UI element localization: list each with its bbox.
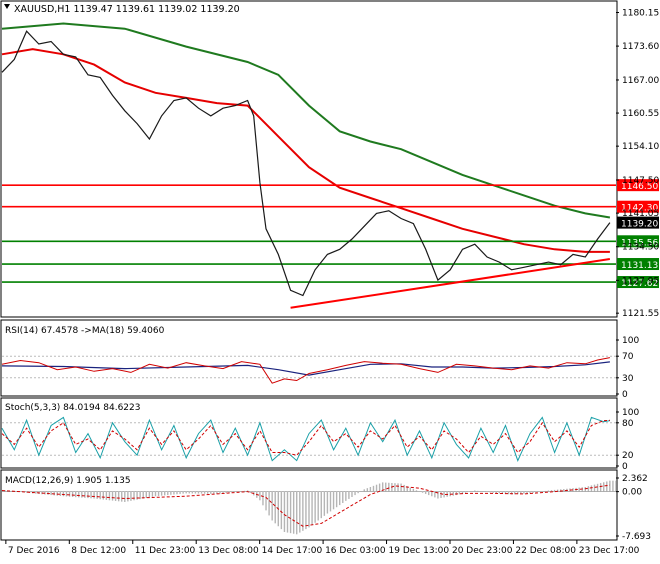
time-axis-tick-label-7: 20 Dec 23:00	[452, 546, 513, 556]
level-tag-label-1: 1142.30	[621, 204, 658, 214]
price-axis-tick-label-8: 1127.95	[622, 276, 659, 286]
level-tag-label-0: 1146.50	[621, 182, 658, 192]
macd-panel-label: MACD(12,26,9) 1.905 1.135	[5, 476, 131, 486]
price-axis-tick-label-0: 1180.15	[622, 8, 659, 18]
stoch-axis-tick-label-1: 80	[622, 419, 634, 429]
slow-moving-average-line	[1, 22, 611, 219]
time-axis-tick-label-5: 16 Dec 03:00	[325, 546, 386, 556]
macd-series-layer	[1, 480, 617, 535]
rsi-axis-tick-label-1: 70	[622, 352, 634, 362]
rsi-series-layer	[1, 355, 616, 384]
axis-labels-layer: 1180.15 1173.60 1167.00 1160.55 1154.10 1147.…	[5, 8, 659, 556]
level-tag-3	[617, 258, 659, 271]
time-axis-tick-label-1: 8 Dec 12:00	[71, 546, 126, 556]
rsi-axis-tick-label-3: 0	[622, 390, 628, 400]
stoch-axis-tick-label-3: 0	[622, 462, 628, 472]
price-series-layer: 1146.50 1142.30 1135.56 1131.13 1127.62 1139.…	[1, 22, 659, 309]
macd-axis-tick-label-1: 0.00	[622, 488, 642, 498]
price-axis-tick-label-3: 1160.55	[622, 109, 659, 119]
current-price-label: 1139.20	[621, 220, 658, 230]
time-axis-tick-label-4: 14 Dec 17:00	[262, 546, 323, 556]
level-tag-label-4: 1127.62	[621, 279, 658, 289]
rsi-line	[1, 357, 610, 384]
stoch-panel-label: Stoch(5,3,3) 84.0194 84.6223	[5, 403, 140, 413]
price-axis-tick-label-7: 1134.50	[622, 243, 659, 253]
collapse-triangle-icon	[4, 4, 10, 9]
time-axis-tick-label-0: 7 Dec 2016	[8, 546, 60, 556]
macd-axis-tick-label-0: 2.362	[622, 474, 648, 484]
stoch-signal-line	[1, 419, 610, 456]
level-tag-1	[617, 200, 659, 213]
symbol-header: XAUUSD,H1 1139.47 1139.61 1139.02 1139.2…	[14, 4, 240, 15]
level-tag-label-2: 1135.56	[621, 238, 658, 248]
time-axis-tick-label-9: 23 Dec 17:00	[579, 546, 640, 556]
stoch-series-layer	[1, 416, 616, 462]
level-tag-0	[617, 179, 659, 192]
rsi-panel-frame	[0, 319, 618, 397]
rsi-axis-tick-label-0: 100	[622, 336, 639, 346]
time-axis-tick-label-2: 11 Dec 23:00	[135, 546, 196, 556]
price-axis-tick-label-9: 1121.55	[622, 309, 659, 319]
support-trendline	[290, 258, 611, 309]
stoch-axis-tick-label-2: 20	[622, 451, 634, 461]
level-tag-4	[617, 276, 659, 289]
time-axis-tick-label-3: 13 Dec 08:00	[198, 546, 259, 556]
price-panel-frame	[0, 0, 618, 318]
price-axis-tick-label-1: 1173.60	[622, 42, 659, 52]
price-axis-tick-label-4: 1154.10	[622, 142, 659, 152]
price-line	[1, 30, 611, 297]
price-axis-tick-label-5: 1147.50	[622, 176, 659, 186]
rsi-axis-tick-label-2: 30	[622, 374, 634, 384]
price-axis-tick-label-2: 1167.00	[622, 76, 659, 86]
time-axis-tick-label-6: 19 Dec 13:00	[389, 546, 450, 556]
stoch-axis-tick-label-0: 100	[622, 408, 639, 418]
time-axis-tick-label-8: 22 Dec 08:00	[515, 546, 576, 556]
level-tag-2	[617, 235, 659, 248]
macd-axis-tick-label-2: -7.693	[622, 532, 651, 542]
stoch-main-line	[1, 416, 610, 462]
current-price-tag	[617, 216, 659, 229]
level-tag-label-3: 1131.13	[621, 261, 658, 271]
rsi-panel-label: RSI(14) 67.4578 ->MA(18) 59.4060	[5, 326, 165, 336]
price-axis-tick-label-6: 1141.05	[622, 209, 659, 219]
